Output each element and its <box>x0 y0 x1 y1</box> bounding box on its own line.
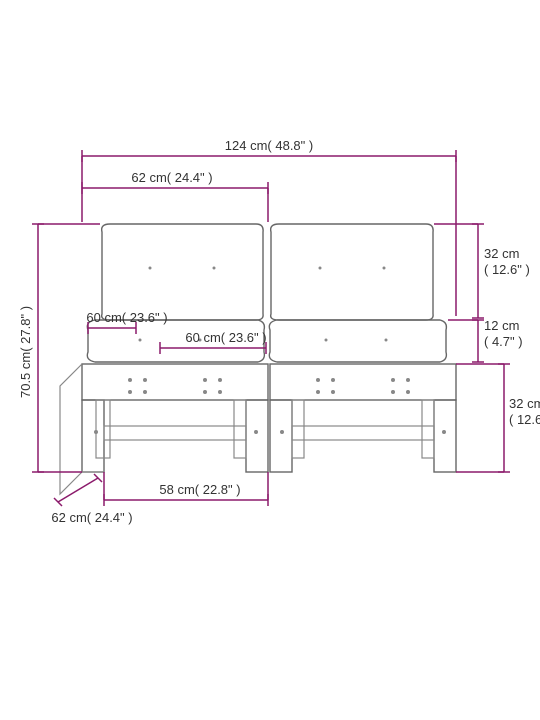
dim-cushion-width-label: 60 cm( 23.6" ) <box>185 330 266 345</box>
dim-total-height-label: 70.5 cm( 27.8" ) <box>18 306 33 398</box>
dim-back-height-label-a: 32 cm <box>484 246 519 261</box>
dim-base-width-label: 58 cm( 22.8" ) <box>159 482 240 497</box>
back-cushion-right <box>271 224 433 320</box>
dim-frame-height-label-a: 32 cm <box>509 396 540 411</box>
dim-cushion-height-label-b: ( 4.7" ) <box>484 334 523 349</box>
dim-cushion-depth-label: 60 cm( 23.6" ) <box>86 310 167 325</box>
dim-cushion-height: 12 cm ( 4.7" ) <box>448 318 523 362</box>
dim-cushion-height-label-a: 12 cm <box>484 318 519 333</box>
dim-total-width: 124 cm( 48.8" ) <box>82 138 456 316</box>
dim-half-width: 62 cm( 24.4" ) <box>82 170 268 222</box>
seat-cushion-right <box>269 320 446 362</box>
dim-depth-label: 62 cm( 24.4" ) <box>51 510 132 525</box>
dim-frame-height-label-b: ( 12.6" ) <box>509 412 540 427</box>
dim-back-height: 32 cm ( 12.6" ) <box>434 224 530 318</box>
dim-base-width: 58 cm( 22.8" ) <box>104 472 268 506</box>
back-cushion-left <box>102 224 263 320</box>
wood-frame <box>82 364 456 472</box>
dim-cushion-width: 60 cm( 23.6" ) <box>160 330 267 354</box>
depth-edge <box>60 364 82 494</box>
dim-total-width-label: 124 cm( 48.8" ) <box>225 138 313 153</box>
dim-half-width-label: 62 cm( 24.4" ) <box>131 170 212 185</box>
dim-cushion-depth: 60 cm( 23.6" ) <box>86 310 167 334</box>
dim-frame-height: 32 cm ( 12.6" ) <box>456 364 540 472</box>
dim-back-height-label-b: ( 12.6" ) <box>484 262 530 277</box>
